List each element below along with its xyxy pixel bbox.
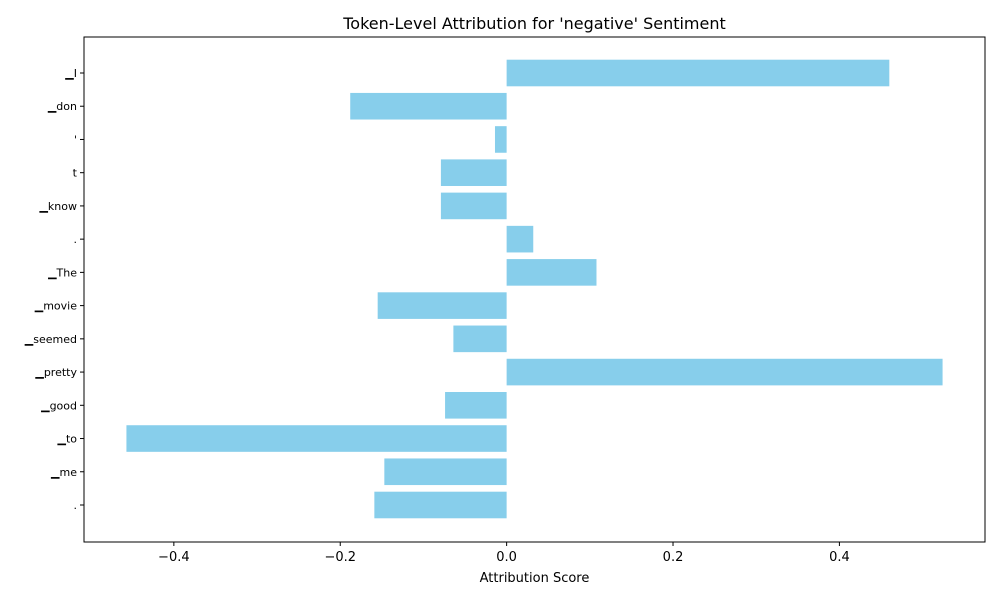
chart-title: Token-Level Attribution for 'negative' S… <box>342 14 726 33</box>
bar-0 <box>506 59 890 87</box>
x-tick-label-0: −0.4 <box>158 550 190 565</box>
y-tick-label-8: ▁seemed <box>24 333 77 346</box>
bar-8 <box>453 325 507 353</box>
y-tick-label-10: ▁good <box>40 399 77 412</box>
x-tick-label-1: −0.2 <box>324 550 356 565</box>
y-tick-label-12: ▁me <box>50 466 77 479</box>
y-tick-label-1: ▁don <box>47 100 77 113</box>
x-tick-label-3: 0.2 <box>663 550 684 565</box>
bar-1 <box>350 92 507 120</box>
bar-6 <box>506 259 597 286</box>
x-axis-label: Attribution Score <box>480 571 590 586</box>
y-tick-label-11: ▁to <box>56 433 77 446</box>
y-tick-label-0: ▁I <box>64 67 77 80</box>
y-tick-label-3: t <box>73 167 78 180</box>
bar-11 <box>126 425 507 452</box>
bar-2 <box>494 126 507 153</box>
y-tick-label-2: ' <box>74 133 77 146</box>
bar-13 <box>374 491 507 519</box>
bar-3 <box>440 159 507 186</box>
bar-5 <box>506 225 534 253</box>
x-tick-label-4: 0.4 <box>829 550 850 565</box>
plot-area-frame <box>83 36 986 543</box>
x-tick-label-2: 0.0 <box>496 550 517 565</box>
y-tick-label-7: ▁movie <box>34 300 77 313</box>
bar-4 <box>440 192 507 220</box>
bar-10 <box>445 392 507 419</box>
y-tick-label-9: ▁pretty <box>34 366 77 379</box>
y-tick-label-4: ▁know <box>38 200 77 213</box>
bar-7 <box>377 292 507 319</box>
bar-9 <box>506 358 943 386</box>
y-tick-label-13: . <box>74 499 78 512</box>
y-tick-label-5: . <box>74 233 78 246</box>
y-tick-label-6: ▁The <box>47 266 77 279</box>
bar-12 <box>384 458 507 486</box>
